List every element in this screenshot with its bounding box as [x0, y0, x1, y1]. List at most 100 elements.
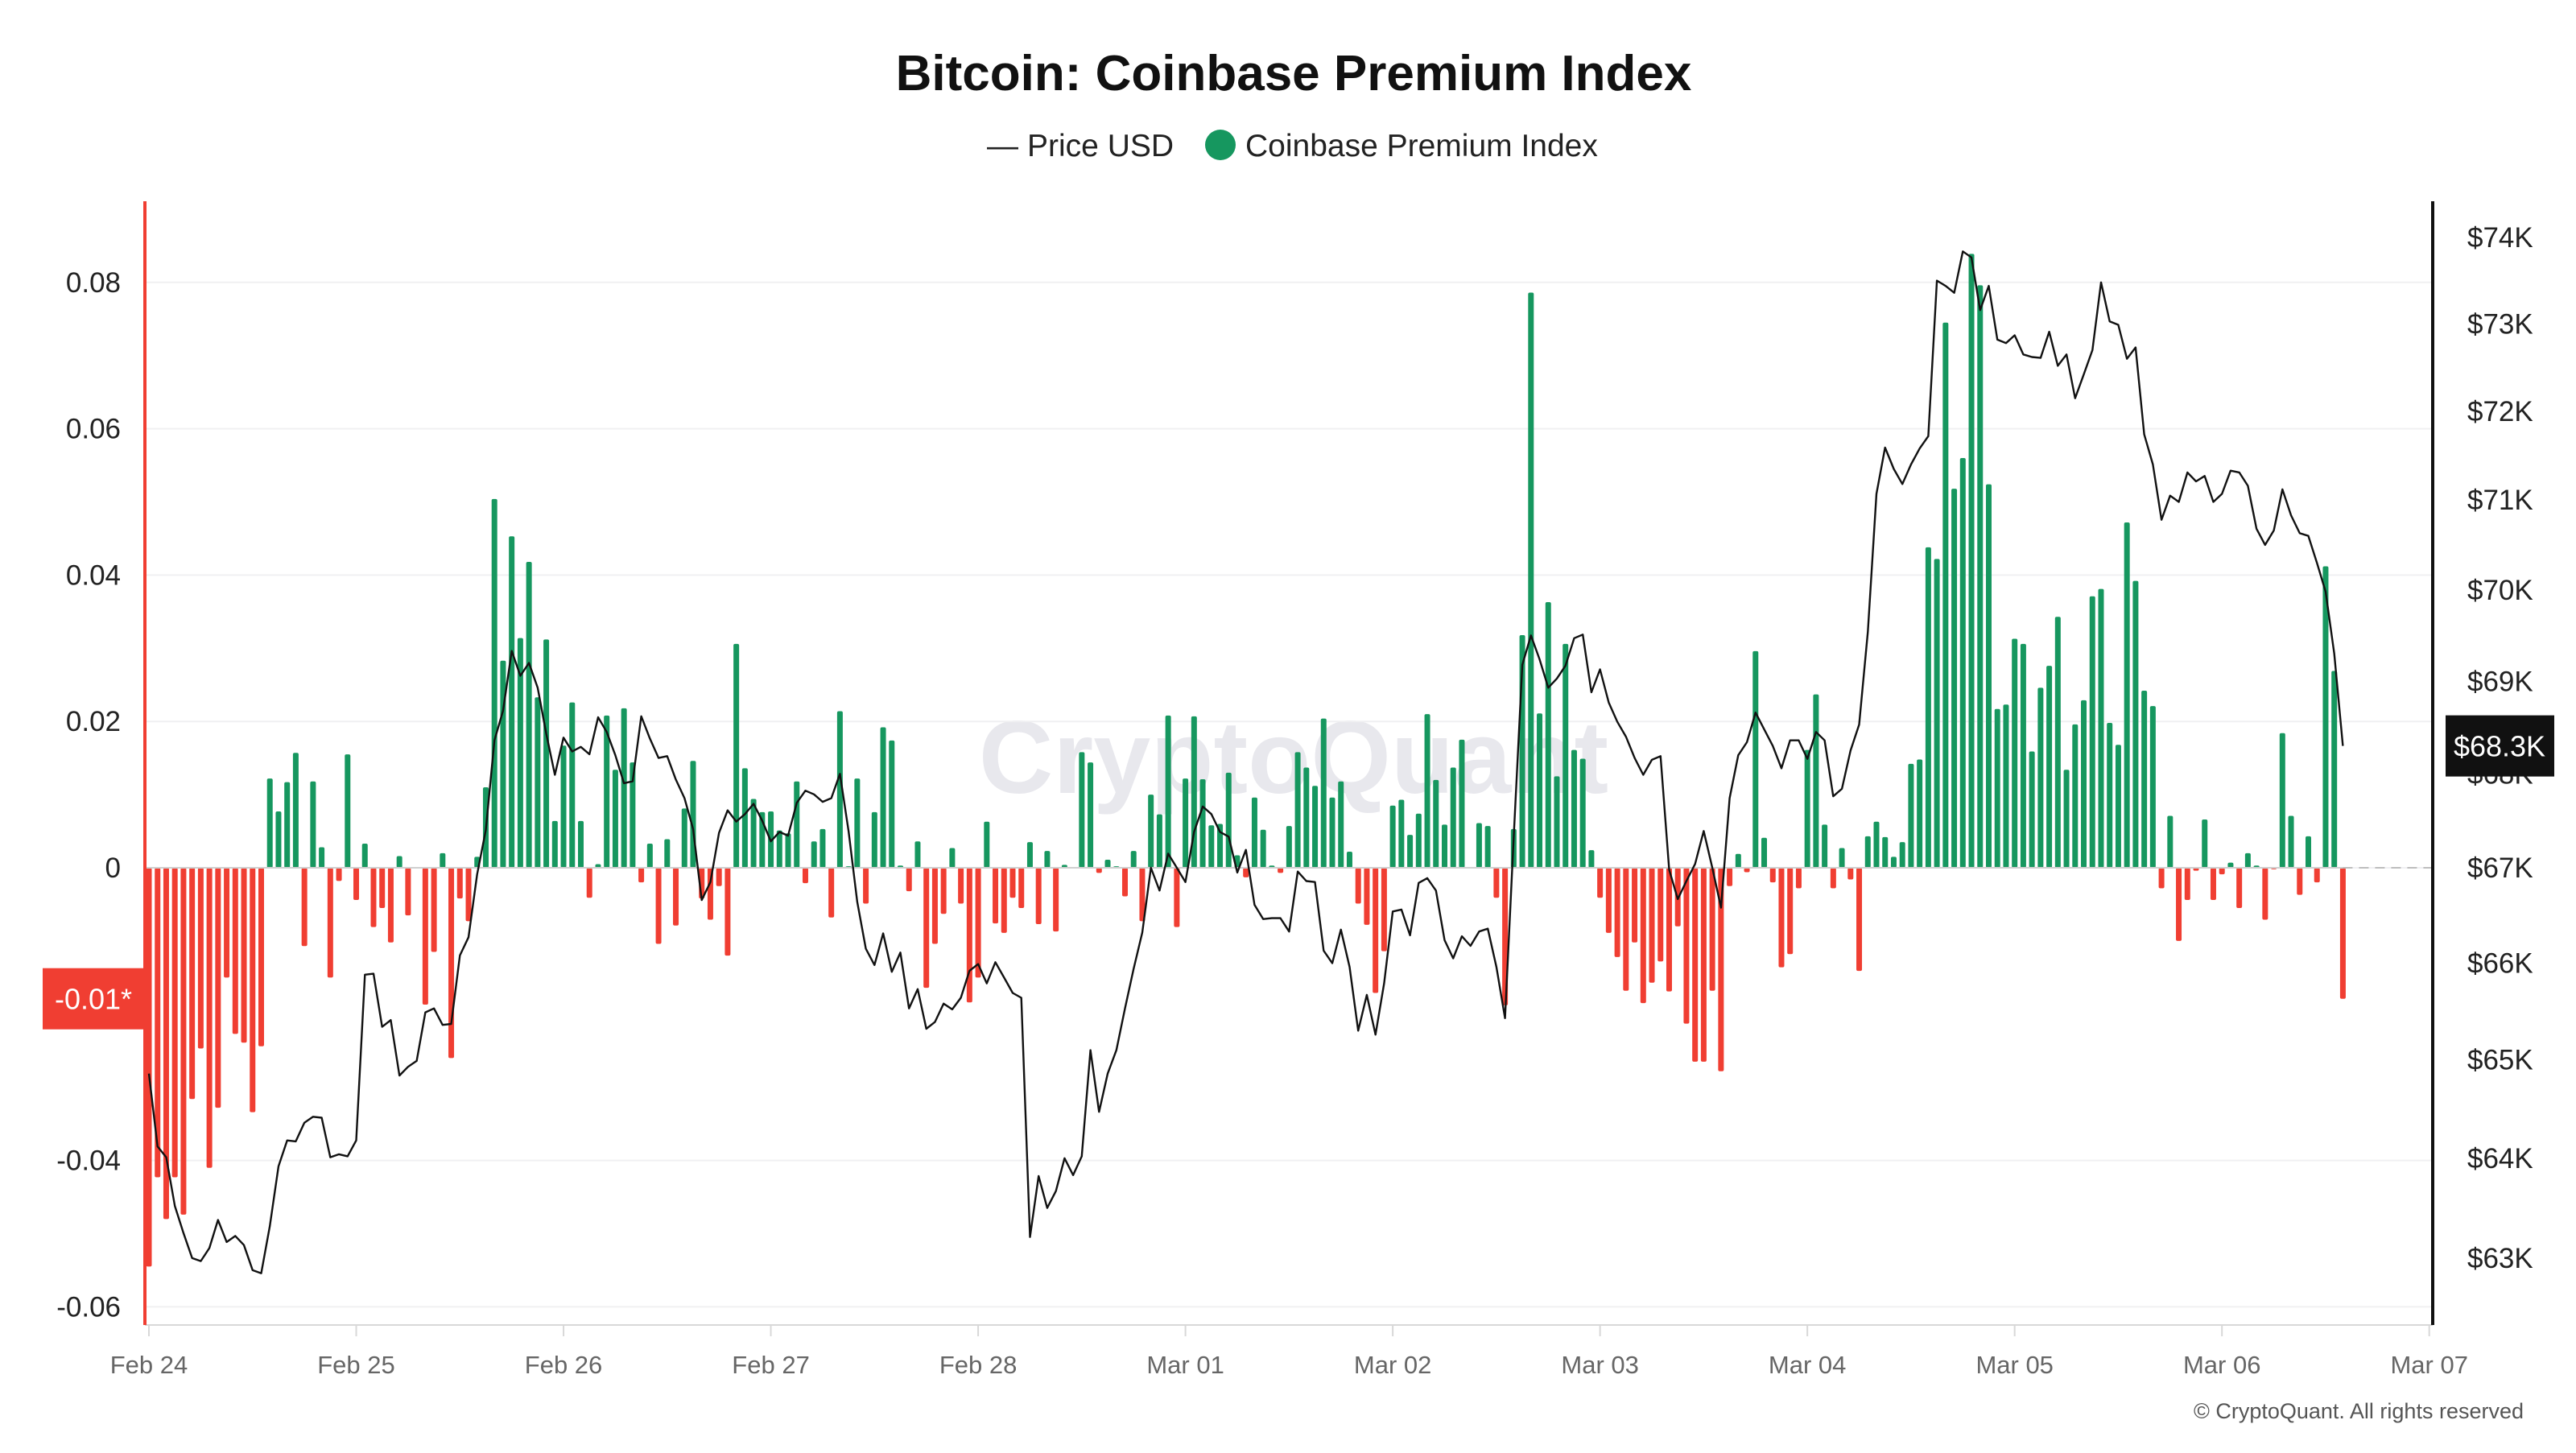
- premium-bar-negative: [2176, 868, 2182, 941]
- legend-item-premium[interactable]: Coinbase Premium Index: [1205, 129, 1598, 163]
- premium-bar-negative: [828, 868, 835, 918]
- premium-bar-positive: [2063, 770, 2070, 868]
- premium-bar-positive: [819, 828, 826, 868]
- right-tick-label: $71K: [2467, 485, 2533, 516]
- premium-bar-positive: [1415, 813, 1422, 868]
- premium-bar-positive: [1424, 714, 1430, 868]
- premium-bar-positive: [2054, 617, 2061, 868]
- left-tick-label: -0.04: [56, 1145, 121, 1177]
- premium-bar-positive: [1925, 547, 1931, 868]
- premium-bar-positive: [361, 844, 368, 868]
- premium-bar-positive: [2072, 724, 2079, 868]
- premium-bar-negative: [1787, 868, 1794, 955]
- premium-bar-positive: [1579, 758, 1586, 868]
- premium-bar-positive: [2141, 691, 2148, 868]
- premium-bar-negative: [923, 868, 930, 989]
- premium-bar-positive: [2020, 643, 2026, 868]
- premium-bar-positive: [1804, 749, 1810, 868]
- premium-bar-negative: [163, 868, 169, 1220]
- premium-bar-positive: [630, 762, 636, 868]
- premium-bar-positive: [1199, 779, 1206, 868]
- premium-bar-positive: [2107, 723, 2113, 868]
- premium-bar-negative: [1657, 868, 1664, 962]
- right-tick-label: $66K: [2467, 947, 2533, 979]
- right-tick-label: $70K: [2467, 575, 2533, 606]
- premium-bar-positive: [914, 841, 921, 868]
- premium-bar-positive: [1528, 292, 1534, 868]
- premium-bar-negative: [1623, 868, 1629, 991]
- premium-bar-negative: [1614, 868, 1620, 957]
- premium-bar-positive: [1286, 826, 1292, 868]
- premium-bar-negative: [1009, 868, 1016, 898]
- premium-bar-negative: [224, 868, 230, 978]
- premium-bar-negative: [931, 868, 938, 944]
- premium-bar-negative: [1355, 868, 1361, 904]
- premium-bar-positive: [1917, 759, 1923, 868]
- premium-bar-positive: [1985, 484, 1992, 868]
- current-premium-badge: -0.01*: [43, 968, 145, 1030]
- premium-bar-negative: [1001, 868, 1007, 933]
- premium-bar-negative: [146, 868, 152, 1267]
- premium-bar-positive: [836, 711, 843, 868]
- premium-bar-positive: [1588, 850, 1595, 868]
- premium-bar-positive: [509, 536, 515, 868]
- premium-bar-positive: [1225, 772, 1232, 868]
- premium-bar-positive: [1942, 322, 1949, 868]
- premium-bar-negative: [241, 868, 247, 1043]
- premium-bar-positive: [1208, 825, 1215, 868]
- premium-bar-positive: [604, 715, 610, 868]
- premium-bar-positive: [871, 811, 877, 868]
- premium-bar-positive: [1148, 795, 1154, 868]
- premium-bar-positive: [275, 811, 282, 868]
- premium-bar-positive: [2089, 596, 2095, 868]
- premium-bar-positive: [292, 753, 299, 868]
- premium-bar-negative: [465, 868, 472, 922]
- premium-bar-positive: [1398, 799, 1405, 868]
- premium-bar-positive: [1442, 824, 1447, 868]
- premium-bar-positive: [2124, 522, 2130, 868]
- x-tick-label: Mar 04: [1769, 1351, 1846, 1379]
- premium-bar-negative: [258, 868, 264, 1046]
- premium-bar-negative: [1243, 868, 1249, 877]
- premium-bar-positive: [2279, 733, 2285, 868]
- premium-bar-positive: [854, 778, 861, 868]
- premium-bar-negative: [379, 868, 386, 908]
- premium-bar-positive: [1968, 254, 1975, 868]
- premium-bar-positive: [785, 833, 791, 868]
- legend-premium-dot-icon: [1205, 130, 1236, 160]
- premium-bar-positive: [1079, 752, 1085, 868]
- premium-bar-negative: [863, 868, 869, 904]
- premium-bar-negative: [940, 868, 947, 914]
- premium-bar-positive: [2046, 666, 2053, 868]
- premium-bar-positive: [517, 638, 523, 868]
- premium-bar-positive: [1044, 851, 1051, 868]
- x-tick-label: Feb 28: [939, 1351, 1018, 1379]
- premium-bar-positive: [1934, 559, 1940, 868]
- premium-bar-negative: [1632, 868, 1638, 943]
- right-tick-label: $67K: [2467, 852, 2533, 884]
- premium-bar-negative: [802, 868, 808, 884]
- legend-price-symbol: —: [987, 129, 1018, 163]
- premium-bar-positive: [811, 841, 817, 868]
- premium-bar-negative: [327, 868, 333, 978]
- right-tick-label: $72K: [2467, 396, 2533, 427]
- premium-bar-positive: [2098, 588, 2104, 868]
- premium-bar-negative: [724, 868, 731, 956]
- premium-bar-positive: [1165, 715, 1171, 868]
- right-tick-label: $65K: [2467, 1045, 2533, 1076]
- premium-bar-negative: [301, 868, 308, 947]
- x-tick-label: Mar 05: [1975, 1351, 2053, 1379]
- premium-bar-negative: [638, 868, 645, 883]
- legend-item-price[interactable]: — Price USD: [987, 129, 1174, 163]
- premium-bar-positive: [1882, 836, 1889, 868]
- premium-bars: [146, 254, 2346, 1267]
- premium-bar-positive: [526, 562, 532, 868]
- premium-bar-positive: [1752, 650, 1759, 868]
- premium-bar-negative: [1035, 868, 1042, 924]
- legend: — Price USD Coinbase Premium Index: [987, 129, 1598, 163]
- premium-bar-positive: [612, 770, 618, 868]
- premium-bar-positive: [2012, 638, 2018, 868]
- premium-bar-negative: [2314, 868, 2320, 883]
- premium-bar-negative: [155, 868, 161, 1178]
